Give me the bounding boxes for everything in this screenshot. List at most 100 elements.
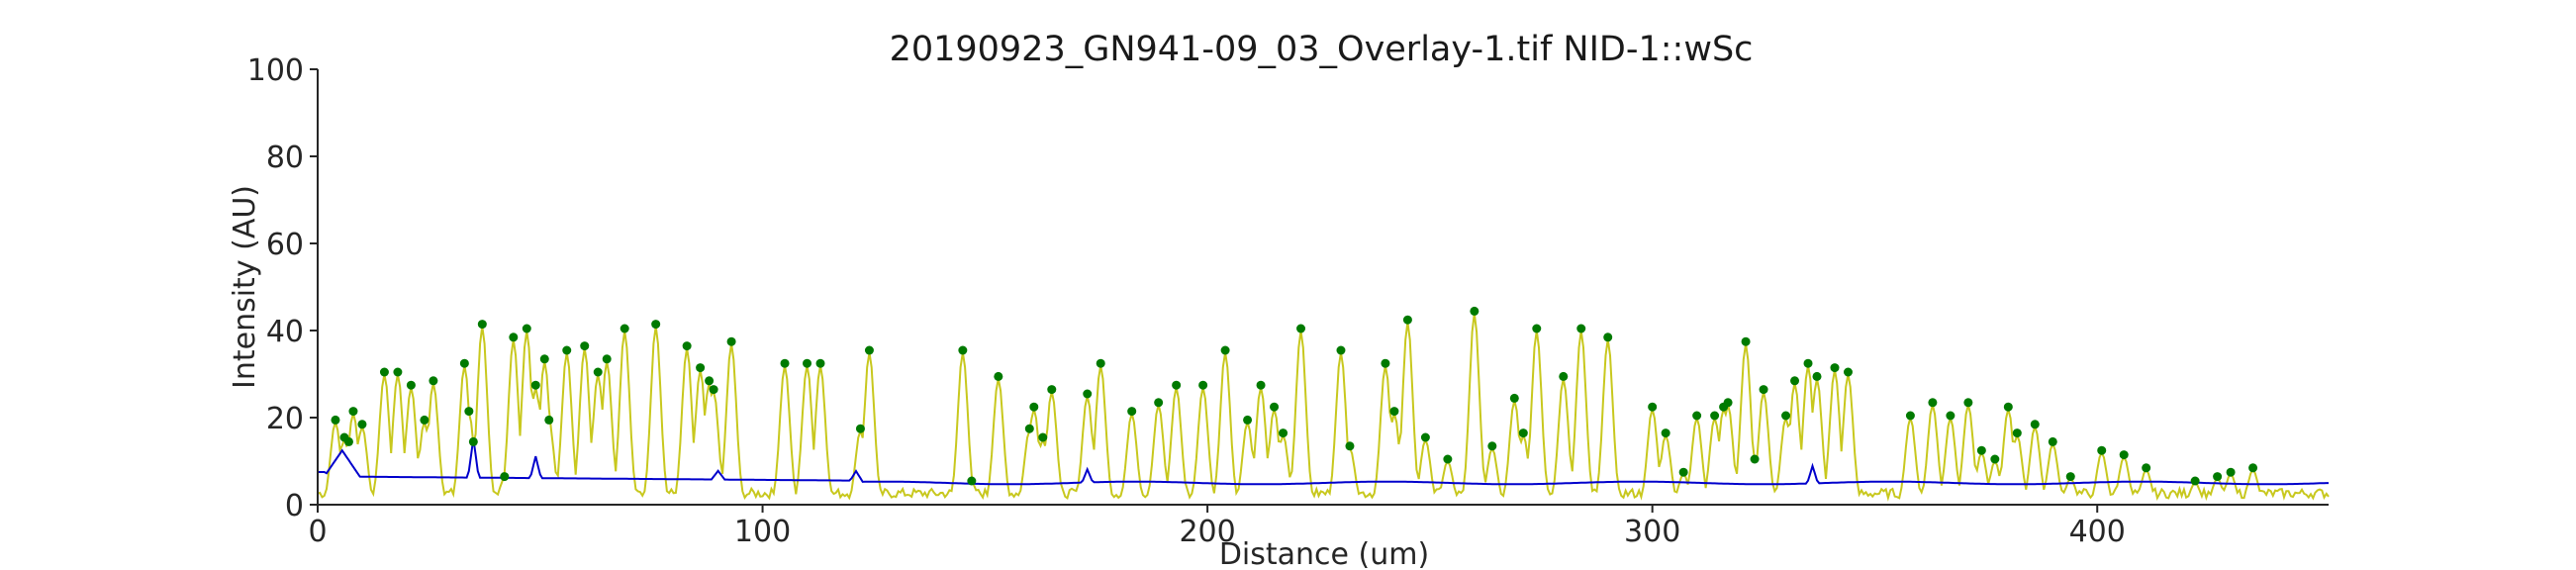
peak-marker (1790, 376, 1800, 386)
peak-marker (1603, 332, 1613, 342)
peak-marker (1661, 428, 1670, 438)
peak-marker (1047, 385, 1057, 395)
plot-area (317, 306, 2330, 502)
peak-marker (967, 476, 977, 486)
peak-marker (1648, 402, 1658, 412)
peak-marker (1443, 454, 1453, 464)
chart-title: 20190923_GN941-09_03_Overlay-1.tif NID-1… (890, 30, 1754, 69)
y-tick-label: 20 (266, 402, 304, 436)
peak-marker (562, 345, 572, 355)
peak-marker (1336, 345, 1346, 355)
x-axis-ticks: 0 100 200 300 400 (308, 505, 2126, 549)
peak-marker (530, 380, 540, 390)
peak-marker (726, 336, 736, 346)
peak-marker (958, 345, 968, 355)
peak-marker (1270, 402, 1280, 412)
peak-marker (1256, 380, 1266, 390)
peak-marker (593, 367, 603, 377)
peak-marker (580, 341, 590, 351)
y-tick-label: 60 (266, 228, 304, 262)
peak-marker (2190, 476, 2200, 486)
peak-marker (1781, 411, 1791, 421)
peak-marker (1487, 441, 1497, 451)
y-tick-label: 100 (247, 53, 304, 88)
peak-marker (1420, 432, 1430, 442)
peak-marker (1532, 324, 1542, 333)
peak-marker (468, 436, 478, 446)
peak-marker (1741, 336, 1751, 346)
peak-marker (1678, 467, 1688, 477)
signal-series-line (317, 313, 2330, 502)
x-tick-label: 400 (2069, 515, 2126, 549)
peak-marker (357, 420, 367, 429)
y-tick-label: 40 (266, 315, 304, 349)
peak-marker (343, 436, 353, 446)
peak-marker (1518, 428, 1528, 438)
peak-marker (379, 367, 389, 377)
peak-marker (682, 341, 692, 351)
background-series-line (318, 437, 2329, 486)
peak-marker (705, 376, 715, 386)
peak-marker (1830, 363, 1840, 373)
peak-marker (1083, 389, 1093, 399)
peak-marker (1096, 358, 1105, 368)
peak-marker (1127, 407, 1137, 417)
peak-marker (602, 354, 612, 364)
peak-marker (803, 358, 812, 368)
peak-marker (2248, 463, 2258, 473)
peak-marker (1038, 432, 1048, 442)
y-tick-label: 80 (266, 141, 304, 175)
peak-marker (1963, 398, 1973, 408)
peak-marker (2065, 472, 2075, 482)
peak-marker (815, 358, 825, 368)
peak-marker (1928, 398, 1938, 408)
peak-marker (994, 371, 1003, 381)
peak-marker (509, 332, 519, 342)
peak-marker (1750, 454, 1760, 464)
peak-marker (855, 424, 865, 433)
peak-marker (780, 358, 790, 368)
peak-marker (2119, 450, 2129, 460)
peak-marker (2048, 436, 2057, 446)
x-tick-label: 0 (308, 515, 327, 549)
x-axis-label: Distance (um) (1219, 537, 1429, 570)
peak-marker (1946, 411, 1956, 421)
peak-marker (2003, 402, 2013, 412)
peak-marker (1559, 371, 1569, 381)
peak-marker (1470, 306, 1479, 316)
peak-marker (1389, 407, 1399, 417)
peak-marker (2097, 445, 2107, 455)
peak-marker (1029, 402, 1039, 412)
peak-marker (620, 324, 629, 333)
peak-marker (2213, 472, 2223, 482)
peak-marker (459, 358, 469, 368)
peak-marker (500, 472, 510, 482)
x-tick-label: 300 (1624, 515, 1680, 549)
peak-marker (1990, 454, 2000, 464)
peak-marker (2226, 467, 2236, 477)
peak-marker (1509, 393, 1519, 403)
peak-marker (1803, 358, 1813, 368)
peak-marker (544, 415, 554, 425)
peak-marker (393, 367, 403, 377)
peak-marker (1381, 358, 1390, 368)
peak-marker (2012, 428, 2022, 438)
peak-marker (651, 320, 661, 330)
peak-marker (477, 320, 487, 330)
peak-marker (1843, 367, 1853, 377)
peak-marker (1576, 324, 1586, 333)
y-axis-label: Intensity (AU) (228, 185, 262, 389)
y-tick-label: 0 (285, 489, 304, 523)
peak-marker (1759, 385, 1768, 395)
peak-marker (2142, 463, 2151, 473)
peak-marker (1345, 441, 1355, 451)
peak-marker (1279, 428, 1288, 438)
peak-marker (1976, 445, 1986, 455)
peak-marker (1198, 380, 1208, 390)
peak-marker (709, 385, 718, 395)
peak-marker (696, 363, 706, 373)
peak-marker (2030, 420, 2040, 429)
peak-marker (1692, 411, 1702, 421)
peak-marker (1710, 411, 1720, 421)
